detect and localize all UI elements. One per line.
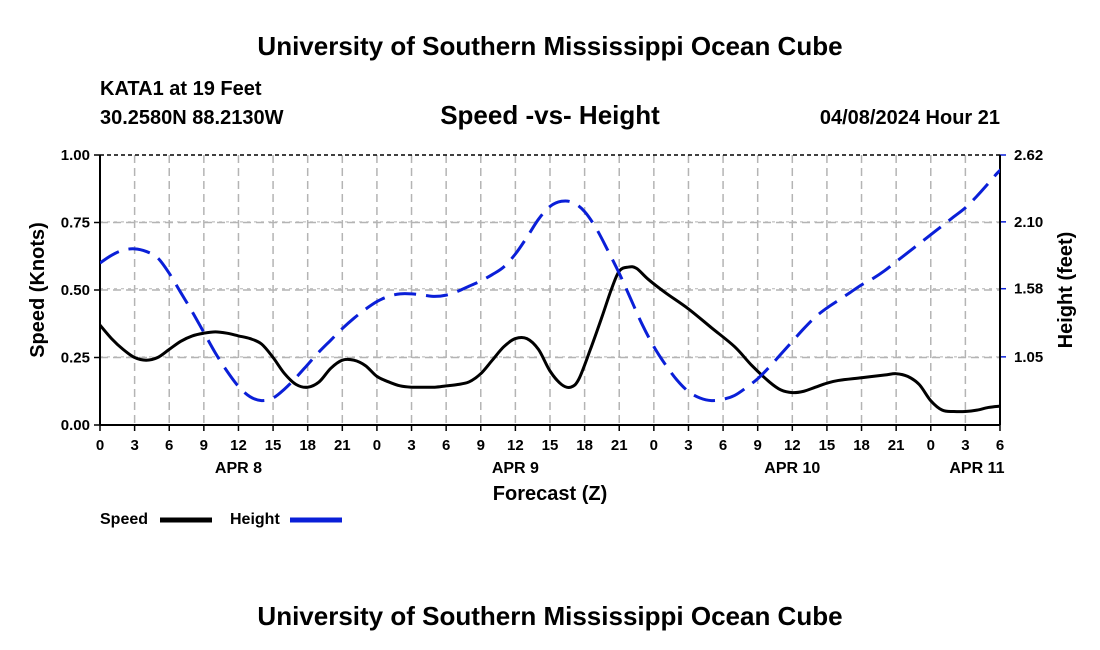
legend-height-label: Height [230, 511, 280, 528]
x-tick-label: 18 [853, 437, 870, 454]
forecast-datetime: 04/08/2024 Hour 21 [820, 107, 1000, 129]
x-tick-label: 15 [819, 437, 836, 454]
series-line-speed [100, 265, 1000, 414]
x-tick-label: 18 [299, 437, 316, 454]
day-label: APR 9 [492, 460, 539, 477]
x-tick-label: 0 [373, 437, 381, 454]
x-tick-label: 21 [888, 437, 905, 454]
x-tick-label: 21 [611, 437, 628, 454]
y-tick-label: 0.75 [61, 215, 90, 232]
axis-labels: 0 3 6 9 12 15 18 21 0 3 6 9 12 15 18 21 0 3 6 9 12 15 18 21 0 3 6 A… [61, 147, 1043, 477]
y2-axis-title: Height (feet) [1055, 232, 1077, 349]
y-tick-label: 0.25 [61, 350, 90, 367]
station-label: KATA1 at 19 Feet [100, 78, 262, 100]
x-tick-label: 3 [961, 437, 969, 454]
page-title: University of Southern Mississippi Ocean… [257, 31, 842, 61]
day-label: APR 10 [764, 460, 820, 477]
series-line-height [100, 168, 1000, 403]
x-tick-label: 9 [477, 437, 485, 454]
y2-tick-label: 1.58 [1014, 281, 1043, 298]
x-tick-label: 0 [650, 437, 658, 454]
y2-tick-label: 2.10 [1014, 214, 1043, 231]
x-tick-label: 9 [200, 437, 208, 454]
legend-speed-label: Speed [100, 511, 148, 528]
x-tick-label: 3 [684, 437, 692, 454]
y2-tick-label: 1.05 [1014, 349, 1043, 366]
x-tick-label: 12 [230, 437, 247, 454]
x-tick-label: 12 [784, 437, 801, 454]
legend: Speed Height [100, 511, 342, 528]
x-tick-label: 0 [96, 437, 104, 454]
day-label: APR 11 [949, 460, 1004, 477]
x-tick-label: 6 [996, 437, 1004, 454]
footer-title: University of Southern Mississippi Ocean… [257, 601, 842, 631]
x-axis-title: Forecast (Z) [493, 483, 607, 505]
x-tick-label: 18 [576, 437, 593, 454]
y-axis-title: Speed (Knots) [27, 222, 49, 358]
axes [94, 154, 1006, 431]
x-tick-label: 15 [265, 437, 282, 454]
y-tick-label: 1.00 [61, 147, 90, 164]
x-tick-label: 6 [719, 437, 727, 454]
y2-tick-label: 2.62 [1014, 147, 1043, 164]
y-tick-label: 0.50 [61, 282, 90, 299]
series [100, 168, 1000, 414]
x-tick-label: 21 [334, 437, 351, 454]
x-tick-label: 0 [927, 437, 935, 454]
x-tick-label: 15 [542, 437, 559, 454]
x-tick-label: 6 [165, 437, 173, 454]
day-label: APR 8 [215, 460, 262, 477]
station-coords: 30.2580N 88.2130W [100, 107, 284, 129]
y-tick-label: 0.00 [61, 417, 90, 434]
x-tick-label: 12 [507, 437, 524, 454]
x-tick-label: 6 [442, 437, 450, 454]
x-tick-label: 3 [130, 437, 138, 454]
chart-subtitle: Speed -vs- Height [440, 100, 660, 130]
x-tick-label: 3 [407, 437, 415, 454]
x-tick-label: 9 [754, 437, 762, 454]
